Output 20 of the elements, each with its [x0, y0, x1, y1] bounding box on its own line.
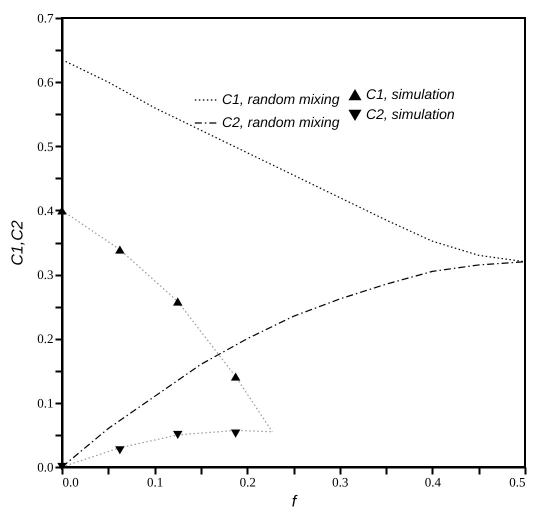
x-tick-label: 0.4 [424, 474, 442, 490]
y-tick-label: 0.3 [37, 267, 54, 282]
y-tick-label: 0.0 [37, 460, 54, 474]
y-tick-label: 0.2 [37, 331, 54, 346]
y-tick-label: 0.4 [37, 202, 54, 218]
legend-label: C1, simulation [366, 86, 455, 102]
legend-label: C2, simulation [366, 106, 455, 122]
x-tick-label: 0.3 [332, 474, 348, 490]
x-tick-label: 0.1 [146, 474, 164, 490]
legend-label: C2, random mixing [222, 114, 340, 130]
x-tick-label: 0.5 [509, 474, 526, 490]
x-tick-label: 0.0 [62, 474, 79, 490]
y-tick-label: 0.5 [37, 138, 54, 154]
legend-label: C1, random mixing [222, 91, 340, 107]
x-tick-label: 0.2 [240, 474, 256, 490]
y-tick-label: 0.7 [37, 10, 54, 26]
y-tick-label: 0.1 [37, 395, 54, 410]
y-tick-label: 0.6 [37, 74, 54, 90]
y-axis-title: C1,C2 [9, 220, 26, 266]
x-axis-title: f [292, 494, 298, 510]
